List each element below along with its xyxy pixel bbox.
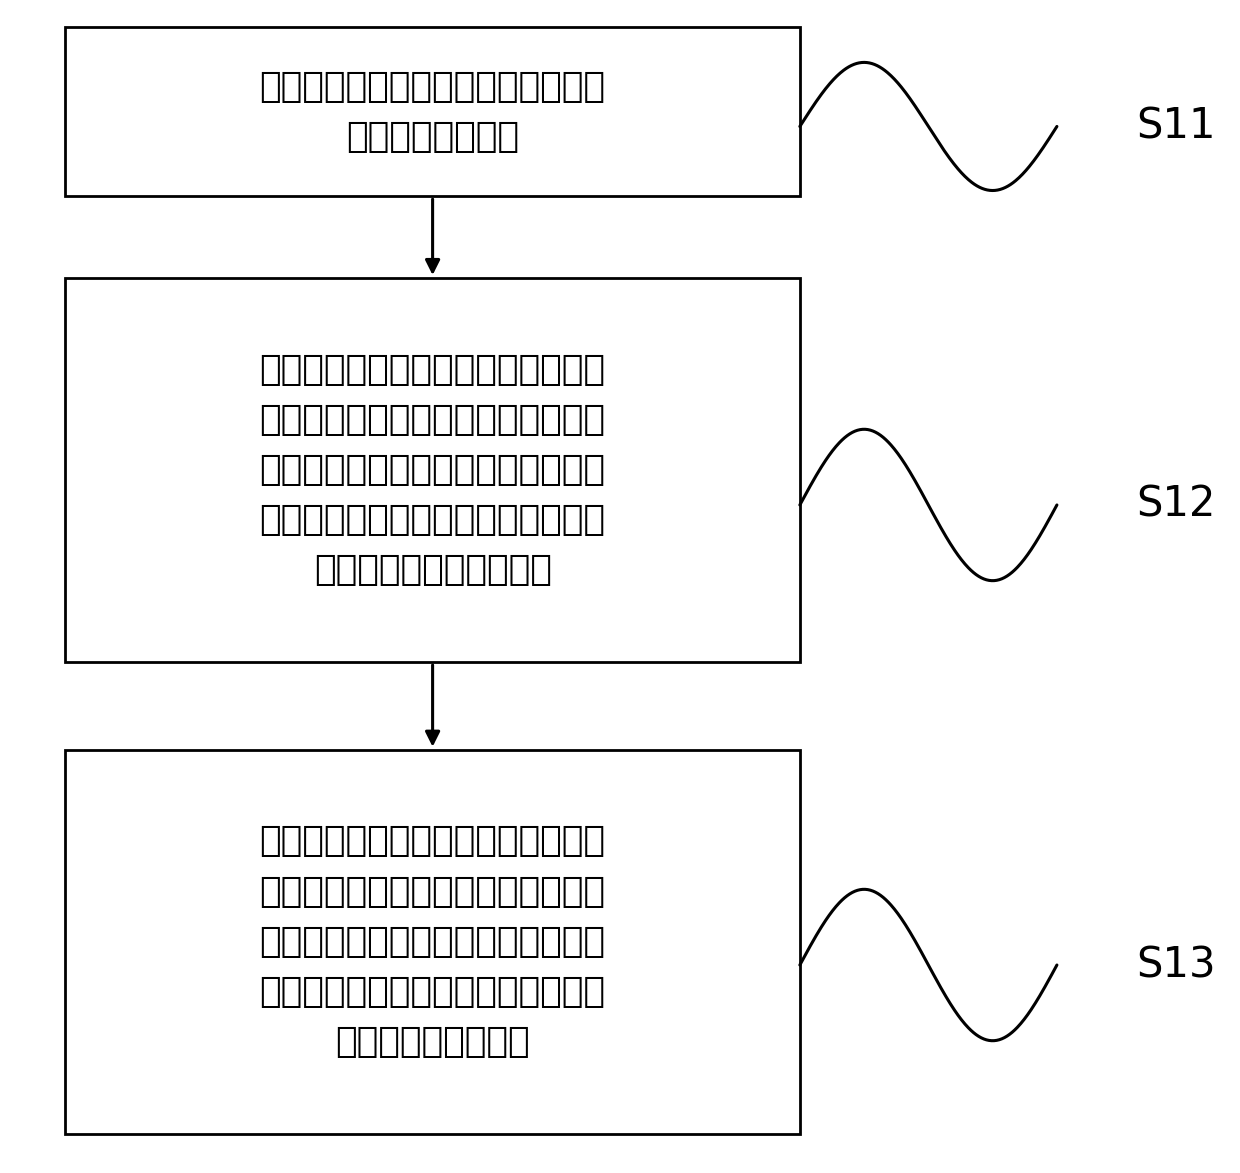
Text: S11: S11	[1137, 106, 1216, 148]
Text: 获取环境温度、用户的人体温度、进
水压力和进水温度: 获取环境温度、用户的人体温度、进 水压力和进水温度	[259, 70, 605, 154]
Text: 根据出水控制模式，以第一输出水温
和第二输出水温为水温变化区间、以
第一输出水量和第二输出水量为水量
变化区间，控制热水器以水温变化以
及水量变化方式出水: 根据出水控制模式，以第一输出水温 和第二输出水温为水温变化区间、以 第一输出水量…	[259, 825, 605, 1059]
Text: S13: S13	[1137, 944, 1216, 986]
Bar	[66, 27, 800, 196]
Text: S12: S12	[1137, 484, 1216, 526]
Bar	[66, 750, 800, 1134]
Text: 基于出水控制模式，根据环境温度、
人体温度、进水压力和进水温度，生
成出水控制信息，出水控制信息包括
第一输出水温、第二输出水温、第一
输出水量和第二输出水量: 基于出水控制模式，根据环境温度、 人体温度、进水压力和进水温度，生 成出水控制信…	[259, 353, 605, 588]
Bar	[66, 278, 800, 663]
